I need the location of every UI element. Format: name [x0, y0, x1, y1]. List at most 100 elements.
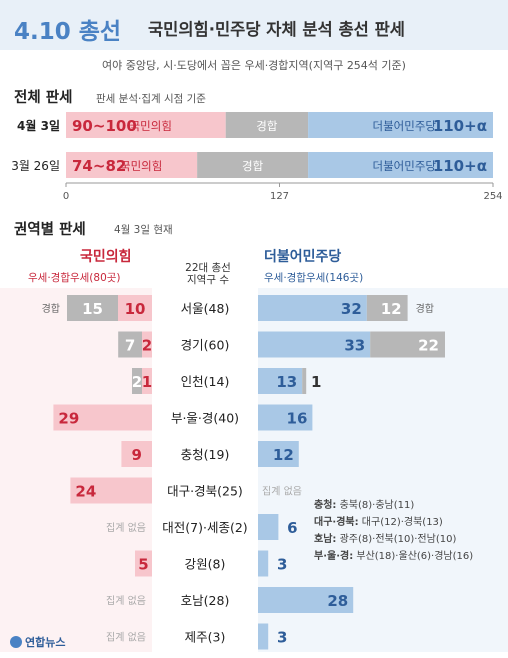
dp-value: 33: [344, 337, 365, 355]
dp-contested-label: 경합: [416, 302, 434, 315]
title-main: 국민의힘·민주당 자체 분석 총선 판세: [148, 20, 405, 39]
dp-value: 13: [276, 373, 297, 391]
center-header-line-2: 지역구 수: [187, 274, 229, 286]
overall-tick-label: 0: [63, 191, 69, 202]
ppp-value: 24: [75, 483, 96, 501]
region-note-group: 호남:: [314, 534, 337, 545]
region-label: 강원(8): [185, 557, 226, 572]
region-note-detail: 대구(12)·경북(13): [358, 517, 443, 528]
region-label: 서울(48): [181, 301, 230, 316]
ppp-contested-value: 2: [132, 373, 142, 391]
region-note-line: 부·울·경: 부산(18)·울산(6)·경남(16): [314, 548, 473, 565]
dp-contested-bar: [370, 331, 445, 358]
dp-contested-value: 22: [418, 337, 439, 355]
dp-bar: [258, 587, 354, 613]
dp-value: 3: [277, 556, 287, 574]
party-ppp-sub: 우세·경합우세(80곳): [28, 272, 121, 284]
dp-value: 3: [277, 629, 287, 647]
overall-dp-value: 110+α: [433, 157, 487, 175]
party-dp-name: 더불어민주당: [264, 249, 342, 265]
region-note-line: 대구·경북: 대구(12)·경북(13): [314, 514, 473, 531]
dp-bar: [258, 368, 303, 394]
dp-bar: [258, 441, 299, 467]
overall-contested-label: 경합: [256, 119, 278, 133]
overall-row-label: 3월 26일: [11, 159, 60, 173]
ppp-bar: [70, 477, 152, 504]
overall-tick-label: 254: [483, 191, 502, 202]
header-band: 4.10 총선 국민의힘·민주당 자체 분석 총선 판세: [0, 0, 508, 50]
region-note-line: 충청: 충북(8)·충남(11): [314, 497, 473, 514]
overall-note: 판세 분석·집계 시점 기준: [96, 93, 206, 105]
party-dp-sub: 우세·경합우세(146곳): [264, 272, 364, 284]
region-label: 호남(28): [181, 593, 230, 608]
ppp-value: 10: [125, 300, 146, 318]
ppp-bar: [118, 295, 152, 321]
region-label: 대전(7)·세종(2): [162, 520, 247, 535]
ppp-bar: [135, 550, 152, 577]
ppp-contested-bar: [118, 331, 142, 358]
overall-dp-name: 더불어민주당: [373, 119, 437, 133]
dp-bar: [258, 514, 279, 540]
dp-contested-value: 1: [311, 373, 321, 391]
dp-bar: [258, 404, 313, 431]
ppp-bar: [142, 368, 152, 394]
ppp-value: 5: [138, 556, 148, 574]
regional-title: 권역별 판세: [14, 222, 86, 238]
dp-value: 12: [273, 446, 294, 464]
overall-dp-bar: [308, 152, 493, 178]
overall-contested-label: 경합: [242, 159, 264, 173]
region-note-group: 부·울·경:: [314, 551, 354, 562]
overall-dp-bar: [308, 112, 493, 138]
ppp-value: 29: [58, 410, 79, 428]
region-note-line: 호남: 광주(8)·전북(10)·전남(10): [314, 531, 473, 548]
overall-dp-value: 110+α: [433, 117, 487, 135]
ppp-contested-bar: [132, 368, 142, 394]
region-label: 인천(14): [181, 374, 230, 389]
ppp-bar: [121, 441, 152, 467]
overall-ppp-name: 국민의힘: [120, 159, 162, 173]
ppp-value: 1: [142, 373, 152, 391]
dp-contested-bar: [302, 368, 307, 394]
logo-mark-icon: [10, 636, 22, 648]
subtitle: 여야 중앙당, 시·도당에서 꼽은 우세·경합지역(지역구 254석 기준): [102, 59, 406, 72]
region-label: 제주(3): [185, 630, 226, 645]
ppp-contested-label: 경합: [42, 302, 60, 315]
ppp-contested-value: 15: [82, 300, 103, 318]
dp-no-count: 집계 없음: [262, 485, 302, 498]
region-note-detail: 충북(8)·충남(11): [336, 500, 415, 511]
ppp-contested-bar: [67, 295, 118, 321]
overall-tick-label: 127: [270, 191, 289, 202]
ppp-value: 9: [131, 446, 141, 464]
overall-contested-bar: [225, 112, 309, 138]
party-ppp-name: 국민의힘: [80, 249, 132, 265]
dp-value: 32: [341, 300, 362, 318]
region-label: 경기(60): [181, 338, 230, 353]
center-header: 22대 총선 지역구 수: [170, 262, 246, 286]
overall-dp-name: 더불어민주당: [373, 159, 437, 173]
overall-contested-bar: [197, 152, 309, 178]
ppp-no-count: 집계 없음: [106, 521, 146, 534]
region-label: 대구·경북(25): [167, 484, 243, 499]
ppp-contested-value: 7: [125, 337, 135, 355]
region-note-detail: 부산(18)·울산(6)·경남(16): [353, 551, 474, 562]
regional-note: 4월 3일 현재: [114, 224, 173, 236]
ppp-bar: [53, 404, 152, 431]
center-header-line-1: 22대 총선: [185, 262, 231, 274]
overall-ppp-bar: [66, 112, 226, 138]
overall-ppp-name: 국민의힘: [130, 119, 172, 133]
ppp-no-count: 집계 없음: [106, 594, 146, 607]
overall-ppp-bar: [66, 152, 198, 178]
dp-bar: [258, 623, 269, 650]
dp-bar: [258, 295, 367, 321]
region-note-group: 충청:: [314, 500, 337, 511]
dp-bar: [258, 331, 371, 358]
logo-text: 연합뉴스: [25, 636, 66, 649]
region-note-group: 대구·경북:: [314, 517, 359, 528]
overall-ppp-value: 90~100: [72, 117, 137, 135]
overall-row-label: 4월 3일: [17, 118, 60, 133]
ppp-bar: [142, 331, 152, 358]
dp-bar: [258, 550, 269, 577]
dp-contested-bar: [366, 295, 408, 321]
region-label: 충청(19): [181, 447, 230, 462]
